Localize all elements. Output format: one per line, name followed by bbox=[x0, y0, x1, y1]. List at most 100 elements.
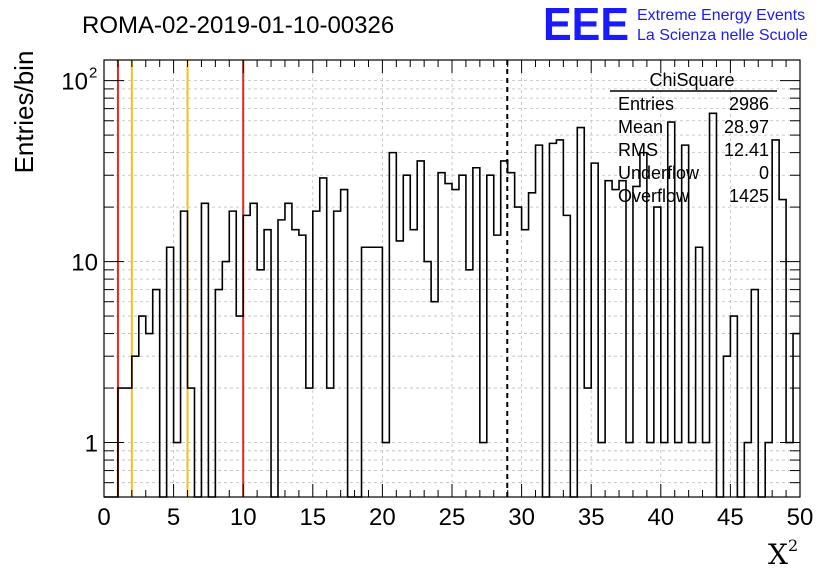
histogram bbox=[104, 112, 800, 498]
histogram-bin bbox=[466, 270, 473, 497]
stats-value: 1425 bbox=[729, 186, 769, 206]
histogram-bin bbox=[229, 211, 236, 497]
histogram-bin bbox=[403, 175, 410, 497]
histogram-bin bbox=[250, 203, 257, 497]
histogram-bin bbox=[236, 316, 243, 497]
stats-value: 0 bbox=[759, 163, 769, 183]
histogram-bin bbox=[424, 262, 431, 497]
histogram-bin bbox=[459, 175, 466, 497]
x-tick-label: 45 bbox=[717, 504, 744, 531]
histogram-bin bbox=[696, 247, 703, 497]
histogram-bin bbox=[174, 443, 181, 497]
histogram-bin bbox=[473, 168, 480, 497]
x-tick-label: 5 bbox=[167, 504, 180, 531]
stats-label: Entries bbox=[618, 94, 674, 114]
y-tick-label: 1 bbox=[85, 431, 98, 458]
histogram-bin bbox=[556, 140, 563, 497]
histogram-bin bbox=[264, 230, 271, 497]
histogram-bin bbox=[633, 186, 640, 497]
histogram-bin bbox=[654, 207, 661, 497]
stats-value: 28.97 bbox=[724, 117, 769, 137]
histogram-bin bbox=[417, 161, 424, 497]
x-tick-label: 25 bbox=[439, 504, 466, 531]
histogram-bin bbox=[382, 443, 389, 497]
x-tick-label: 30 bbox=[508, 504, 535, 531]
histogram-bin bbox=[515, 207, 522, 497]
histogram-bin bbox=[285, 203, 292, 497]
histogram-bin bbox=[751, 290, 758, 497]
histogram-bin bbox=[146, 334, 153, 497]
histogram-bin bbox=[501, 161, 508, 497]
x-axis-label: X 2 bbox=[768, 536, 798, 571]
histogram-bin bbox=[675, 443, 682, 497]
histogram-bin bbox=[661, 443, 668, 497]
histogram-bin bbox=[320, 178, 327, 497]
histogram-bin bbox=[647, 443, 654, 497]
histogram-bin bbox=[549, 143, 556, 497]
x-tick-label: 0 bbox=[97, 504, 110, 531]
y-tick-label-exponent: 2 bbox=[89, 65, 97, 82]
histogram-bin bbox=[334, 211, 341, 497]
histogram-bin bbox=[730, 316, 737, 497]
logo-mark: EEE bbox=[543, 0, 629, 50]
histogram-bin bbox=[591, 163, 598, 497]
logo-line1: Extreme Energy Events bbox=[637, 7, 805, 24]
stats-label: Overflow bbox=[618, 186, 690, 206]
histogram-bin bbox=[577, 128, 584, 497]
histogram-bin bbox=[341, 190, 348, 497]
histogram-bin bbox=[793, 334, 800, 497]
histogram-bin bbox=[619, 181, 626, 497]
x-tick-label: 15 bbox=[299, 504, 326, 531]
histogram-bin bbox=[327, 388, 334, 497]
histogram-bin bbox=[598, 443, 605, 497]
histogram-bin bbox=[710, 113, 717, 497]
histogram-bin bbox=[431, 302, 438, 497]
histogram-bin bbox=[765, 443, 772, 497]
x-tick-label: 35 bbox=[578, 504, 605, 531]
y-tick-label: 10 bbox=[71, 250, 98, 277]
histogram-bin bbox=[612, 190, 619, 497]
histogram-bin bbox=[605, 181, 612, 497]
histogram-bin bbox=[153, 290, 160, 497]
y-tick-label: 10 bbox=[61, 69, 88, 96]
histogram-bin bbox=[278, 220, 285, 497]
y-axis-label: Entries/bin bbox=[9, 51, 39, 174]
histogram-bin bbox=[536, 145, 543, 497]
logo-line2: La Scienza nelle Scuole bbox=[637, 27, 808, 44]
histogram-bin bbox=[132, 356, 139, 497]
histogram-bin bbox=[626, 443, 633, 497]
histogram-bin bbox=[772, 140, 779, 497]
logo: EEE Extreme Energy Events La Scienza nel… bbox=[543, 0, 808, 50]
histogram-bin bbox=[368, 247, 375, 497]
histogram-bin bbox=[362, 247, 369, 497]
histogram-bin bbox=[410, 230, 417, 497]
histogram-bin bbox=[181, 211, 188, 497]
chart-title: ROMA-02-2019-01-10-00326 bbox=[82, 12, 394, 39]
stats-value: 12.41 bbox=[724, 140, 769, 160]
x-tick-label: 40 bbox=[647, 504, 674, 531]
histogram-bin bbox=[222, 262, 229, 497]
histogram-bin bbox=[452, 190, 459, 497]
histogram-bin bbox=[487, 175, 494, 497]
x-tick-label: 20 bbox=[369, 504, 396, 531]
histogram-bin bbox=[167, 247, 174, 497]
stats-label: RMS bbox=[618, 140, 658, 160]
histogram-bin bbox=[313, 211, 320, 497]
stats-value: 2986 bbox=[729, 94, 769, 114]
histogram-bin bbox=[257, 270, 264, 497]
x-tick-label: 10 bbox=[230, 504, 257, 531]
histogram-bin bbox=[389, 153, 396, 497]
histogram-bin bbox=[703, 443, 710, 497]
stats-label: Underflow bbox=[618, 163, 700, 183]
stats-box: ChiSquare Entries 2986 Mean 28.97 RMS 12.41 Und… bbox=[610, 70, 777, 206]
histogram-bin bbox=[744, 443, 751, 497]
histogram-bin bbox=[529, 193, 536, 497]
histogram-bin bbox=[125, 388, 132, 497]
histogram-bin bbox=[480, 443, 487, 497]
stats-title: ChiSquare bbox=[649, 70, 734, 90]
histogram-outline bbox=[104, 112, 800, 498]
histogram-bin bbox=[375, 247, 382, 497]
histogram-bin bbox=[188, 388, 195, 497]
